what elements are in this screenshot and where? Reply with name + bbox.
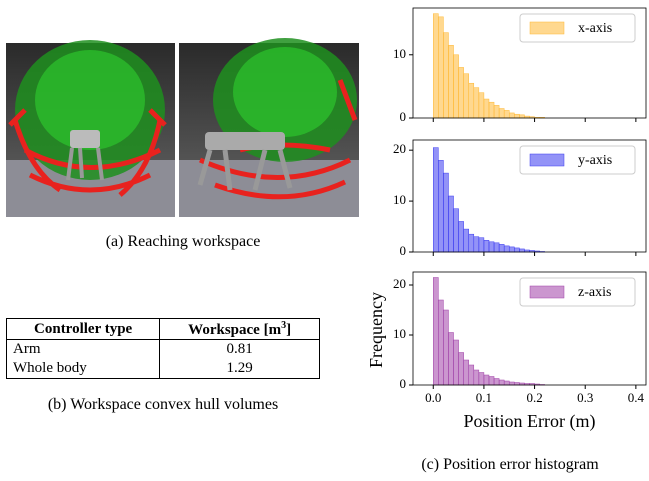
bar	[454, 340, 459, 385]
bar	[469, 365, 474, 385]
bar	[504, 246, 509, 252]
caption-b: (b) Workspace convex hull volumes	[48, 396, 278, 414]
caption-a: (a) Reaching workspace	[106, 233, 261, 251]
row: Whole body 1.29	[7, 359, 320, 379]
header-cell: Controller type	[7, 319, 160, 340]
bar	[514, 248, 519, 252]
bar	[494, 243, 499, 252]
y-tick-label: 0	[400, 243, 407, 258]
bar	[448, 196, 453, 252]
render-right	[179, 38, 359, 217]
x-tick-label: 0.0	[425, 390, 441, 405]
header-text: ]	[286, 322, 291, 338]
bar	[484, 375, 489, 385]
cell: 1.29	[160, 359, 320, 379]
bar	[454, 55, 459, 118]
y-tick-label: 20	[393, 276, 406, 291]
bar	[499, 380, 504, 385]
bar	[484, 99, 489, 118]
bar	[484, 240, 489, 252]
header-text: Workspace [m	[188, 322, 281, 338]
y-tick-label: 10	[393, 192, 406, 207]
bar	[459, 221, 464, 252]
bar	[494, 105, 499, 118]
workspace-table: Controller type Workspace [m3] Arm 0.81 …	[6, 318, 320, 379]
render-left	[6, 40, 175, 217]
bar	[504, 110, 509, 118]
legend-label: z-axis	[578, 285, 611, 300]
bar	[499, 244, 504, 252]
bar	[474, 370, 479, 385]
figure: 0 10 x-axis 0 10 20 y-axis 0 10 20 0.0 0.1 0.2 0.3 0.4…	[0, 0, 649, 481]
bar	[474, 88, 479, 118]
bar	[443, 173, 448, 252]
bar	[448, 333, 453, 386]
x-tick-label: 0.2	[526, 390, 542, 405]
bar	[469, 83, 474, 118]
bar	[454, 209, 459, 252]
bar	[474, 237, 479, 252]
y-tick-label: 0	[400, 109, 407, 124]
y-axis-label: Frequency	[366, 292, 386, 368]
bar	[443, 310, 448, 385]
bar	[464, 229, 469, 252]
bar	[469, 234, 474, 252]
legend-swatch	[530, 154, 564, 166]
bar	[499, 109, 504, 118]
legend-label: x-axis	[578, 21, 612, 36]
bar	[489, 242, 494, 252]
bar	[464, 74, 469, 118]
y-tick-label: 0	[400, 376, 407, 391]
header-row: Controller type Workspace [m3]	[7, 319, 320, 340]
bar	[438, 300, 443, 385]
x-tick-label: 0.3	[577, 390, 593, 405]
bar	[459, 67, 464, 118]
y-tick-label: 20	[393, 141, 406, 156]
x-axis-label: Position Error (m)	[464, 411, 596, 432]
bar	[443, 33, 448, 118]
x-tick-label: 0.1	[476, 390, 492, 405]
bar	[459, 353, 464, 386]
bar	[494, 379, 499, 386]
x-tick-label: 0.4	[628, 390, 645, 405]
bar	[438, 160, 443, 252]
cell: 0.81	[160, 340, 320, 360]
y-tick-label: 10	[393, 46, 406, 61]
bar	[479, 373, 484, 386]
bar	[479, 238, 484, 252]
bar	[489, 377, 494, 386]
bar	[509, 247, 514, 252]
bar	[514, 114, 519, 118]
bar	[489, 102, 494, 118]
cell: Arm	[7, 340, 160, 360]
legend-swatch	[530, 22, 564, 34]
bar	[509, 382, 514, 385]
bar	[433, 14, 438, 118]
bar	[504, 381, 509, 385]
bar	[438, 17, 443, 118]
bar	[509, 113, 514, 118]
legend-swatch	[530, 286, 564, 298]
bar	[464, 360, 469, 385]
cell: Whole body	[7, 359, 160, 379]
bar	[433, 278, 438, 386]
y-tick-label: 10	[393, 326, 406, 341]
legend-label: y-axis	[578, 153, 612, 168]
bar	[519, 115, 524, 118]
bar	[433, 148, 438, 252]
caption-c: (c) Position error histogram	[421, 456, 598, 474]
header-cell: Workspace [m3]	[160, 319, 320, 340]
row: Arm 0.81	[7, 340, 320, 360]
bar	[519, 249, 524, 252]
bar	[479, 93, 484, 118]
bar	[448, 45, 453, 118]
